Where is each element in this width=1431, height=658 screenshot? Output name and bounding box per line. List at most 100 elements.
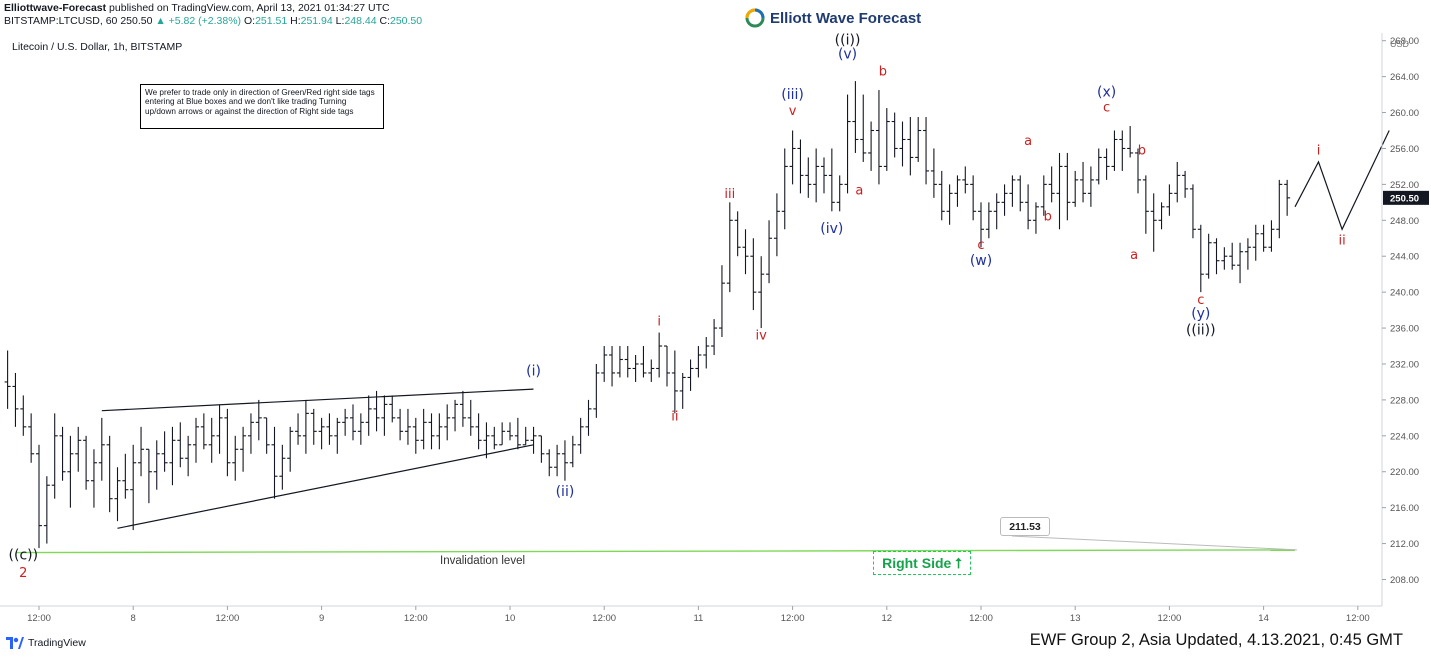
ohlc-bar bbox=[585, 399, 592, 436]
ohlc-bar bbox=[177, 422, 184, 468]
ohlc-bar bbox=[907, 117, 914, 176]
ohlc-bar bbox=[28, 413, 35, 463]
wave-label: ((i)) bbox=[835, 32, 861, 48]
ohlc-bar bbox=[247, 413, 254, 454]
ohlc-bar bbox=[475, 413, 482, 450]
y-tick-label: 268.00 bbox=[1390, 36, 1419, 47]
brand-logo: Elliott Wave Forecast bbox=[745, 7, 921, 29]
ohlc-bar bbox=[679, 372, 686, 409]
ohlc-bar bbox=[153, 440, 160, 490]
wave-label: 2 bbox=[19, 566, 27, 581]
ohlc-bar bbox=[1229, 242, 1236, 270]
wave-label: iii bbox=[724, 187, 735, 202]
ohlc-bar bbox=[145, 448, 152, 504]
wave-label: ii bbox=[1338, 234, 1345, 249]
ohlc-bar bbox=[1103, 148, 1110, 180]
y-tick-label: 208.00 bbox=[1390, 575, 1419, 586]
ohlc-bar bbox=[773, 193, 780, 257]
triangle-lower-line bbox=[117, 444, 534, 529]
y-tick-label: 252.00 bbox=[1390, 180, 1419, 191]
ohlc-bar bbox=[428, 413, 435, 450]
wave-label: c bbox=[1103, 101, 1110, 116]
ohlc-bar bbox=[985, 202, 992, 239]
wave-label: ii bbox=[671, 410, 678, 425]
ohlc-bar bbox=[1127, 126, 1134, 158]
wave-label: iv bbox=[756, 329, 768, 344]
ohlc-bar bbox=[915, 117, 922, 162]
ohlc-bar bbox=[1072, 170, 1079, 207]
currency-label: USD bbox=[1390, 39, 1410, 49]
symbol: BITSTAMP:LTCUSD, 60 bbox=[4, 15, 118, 27]
y-tick-label: 260.00 bbox=[1390, 108, 1419, 119]
wave-label: a bbox=[1024, 134, 1032, 149]
ohlc-bar bbox=[962, 166, 969, 194]
ohlc-bar bbox=[954, 175, 961, 207]
x-tick-label: 12:00 bbox=[969, 613, 993, 624]
ohlc-bar bbox=[342, 408, 349, 436]
ohlc-bar bbox=[1166, 184, 1173, 216]
ohlc-bar bbox=[883, 108, 890, 171]
wave-label: i bbox=[1317, 144, 1321, 159]
update-stamp: EWF Group 2, Asia Updated, 4.13.2021, 0:… bbox=[1029, 631, 1403, 649]
ohlc-bar bbox=[83, 435, 90, 490]
x-tick-label: 12:00 bbox=[404, 613, 428, 624]
ohlc-bar bbox=[1150, 193, 1157, 252]
ohlc-bar bbox=[852, 81, 859, 153]
x-tick-label: 12:00 bbox=[216, 613, 240, 624]
ohlc-bar bbox=[554, 444, 561, 477]
ohlc-bar bbox=[695, 346, 702, 378]
wave-label: a bbox=[1130, 248, 1138, 263]
ohlc-bar bbox=[318, 417, 325, 450]
wave-label: v bbox=[789, 104, 797, 119]
wave-label: i bbox=[657, 314, 661, 329]
ohlc-bar bbox=[169, 426, 176, 486]
ohlc-bar bbox=[4, 350, 11, 409]
ohlc-bar bbox=[930, 148, 937, 198]
tradingview-logo[interactable]: TradingView bbox=[6, 637, 86, 649]
y-tick-label: 256.00 bbox=[1390, 144, 1419, 155]
ohlc-bar bbox=[381, 395, 388, 436]
y-tick-label: 248.00 bbox=[1390, 216, 1419, 227]
ohlc-bar bbox=[1048, 166, 1055, 203]
ohlc-bar bbox=[671, 350, 678, 414]
ohlc-bar bbox=[67, 435, 74, 508]
x-tick-label: 14 bbox=[1258, 613, 1269, 624]
ohlc-bar bbox=[240, 426, 247, 472]
ohlc-bar bbox=[459, 390, 466, 427]
ohlc-bar bbox=[389, 395, 396, 423]
up-arrow-icon: ⭡ bbox=[955, 554, 962, 571]
ohlc-bar bbox=[609, 346, 616, 387]
ohlc-bar bbox=[263, 417, 270, 454]
y-tick-label: 244.00 bbox=[1390, 252, 1419, 263]
open-label: O: bbox=[243, 15, 256, 27]
ohlc-bar bbox=[1017, 175, 1024, 212]
ohlc-bar bbox=[20, 395, 27, 436]
price-change: ▲ +5.82 (+2.38%) bbox=[155, 15, 242, 27]
x-tick-label: 13 bbox=[1070, 613, 1081, 624]
x-tick-label: 8 bbox=[131, 613, 136, 624]
ohlc-bar bbox=[1260, 224, 1267, 252]
ohlc-bar bbox=[106, 435, 113, 513]
ohlc-bar bbox=[703, 337, 710, 369]
ohlc-bar bbox=[648, 359, 655, 382]
tradingview-icon bbox=[6, 637, 24, 649]
invalidation-price-callout: 211.53 bbox=[1000, 517, 1050, 536]
last-price: 250.50 bbox=[120, 15, 153, 27]
x-tick-label: 12:00 bbox=[1158, 613, 1182, 624]
ohlc-bar bbox=[436, 413, 443, 450]
ohlc-bar bbox=[491, 426, 498, 450]
ohlc-bar bbox=[12, 372, 19, 427]
ohlc-bar bbox=[938, 170, 945, 221]
current-price-label: 250.50 bbox=[1390, 193, 1419, 204]
ohlc-bar bbox=[899, 121, 906, 167]
published-text: published on TradingView.com, April 13, … bbox=[109, 2, 390, 14]
ohlc-bar bbox=[1244, 238, 1251, 270]
y-tick-label: 264.00 bbox=[1390, 72, 1419, 83]
x-tick-label: 10 bbox=[505, 613, 516, 624]
ohlc-bar bbox=[161, 431, 168, 472]
ohlc-bar bbox=[1032, 202, 1039, 234]
wave-label: b bbox=[879, 65, 887, 80]
ohlc-bar bbox=[530, 426, 537, 454]
ohlc-bar bbox=[43, 476, 50, 544]
ohlc-bar bbox=[36, 444, 42, 549]
